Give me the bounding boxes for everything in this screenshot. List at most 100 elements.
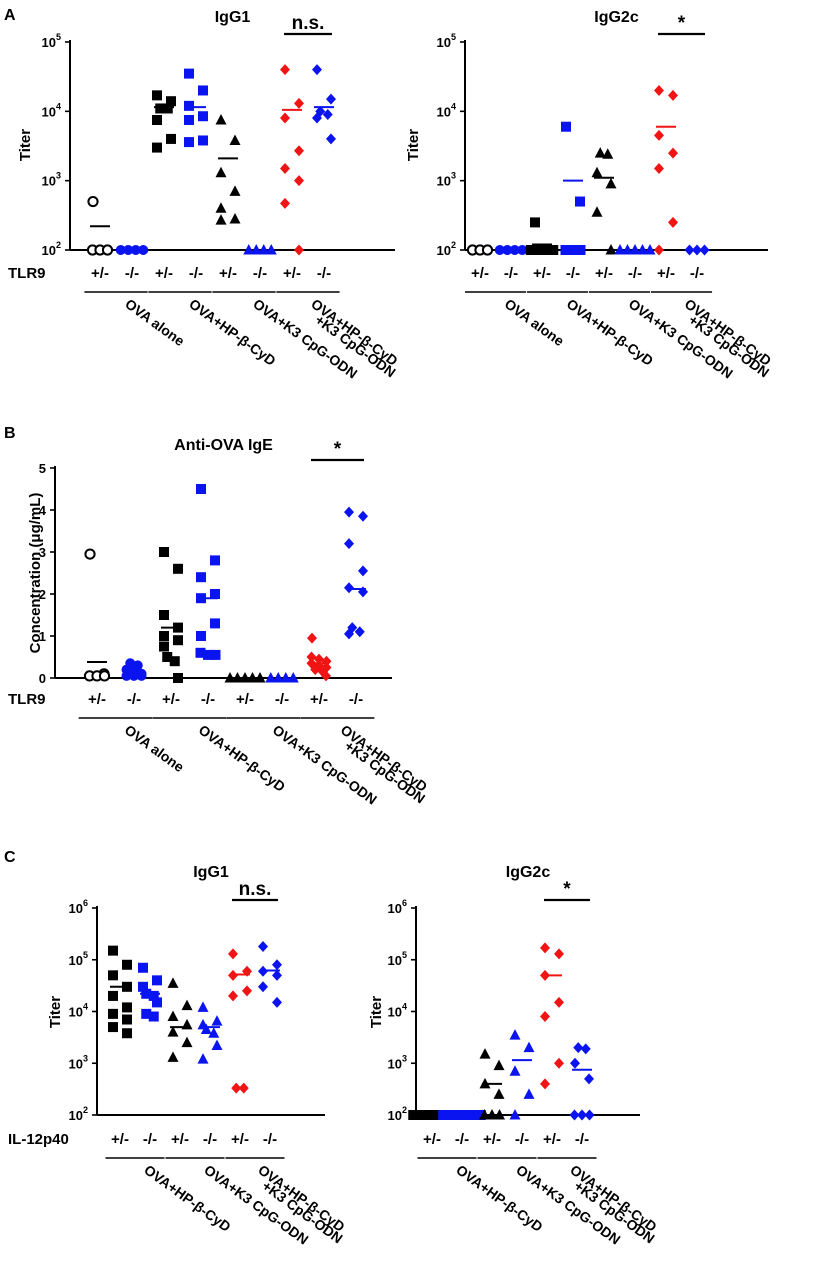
genotype-label: +/- [88, 691, 106, 708]
data-point [479, 1048, 491, 1059]
data-point [502, 245, 513, 255]
y-tick-label: 105 [437, 32, 456, 50]
genotype-label: -/- [575, 1131, 589, 1148]
chart-title: IgG2c [506, 864, 551, 881]
genotype-label: -/- [275, 691, 289, 708]
y-axis-label: Titer [17, 129, 34, 161]
genotype-label: +/- [657, 265, 675, 282]
genotype-label: +/- [543, 1131, 561, 1148]
data-point [577, 1109, 587, 1121]
data-point [692, 244, 702, 256]
data-point [668, 147, 678, 159]
data-point [210, 618, 220, 629]
data-point [358, 565, 368, 577]
data-point [584, 1109, 595, 1121]
data-point [494, 1109, 505, 1120]
data-point [591, 166, 603, 178]
data-point [228, 948, 238, 960]
data-point [239, 672, 251, 683]
data-point [229, 185, 241, 196]
data-point [573, 1042, 584, 1054]
data-point [306, 651, 317, 663]
y-axis-label: Titer [405, 129, 422, 161]
data-point [354, 626, 365, 638]
y-tick-label: 105 [42, 32, 61, 50]
y-tick-label: 104 [42, 101, 61, 119]
data-point [162, 103, 173, 114]
data-point [486, 1109, 498, 1120]
genotype-label: +/- [91, 265, 109, 282]
data-point [509, 1029, 521, 1040]
data-point [307, 632, 317, 644]
data-point [159, 547, 169, 557]
data-point [654, 84, 664, 96]
chart-b-ige: Anti-OVA IgE Concentration (μg/mL) 0 1 2 3 4 5 T… [8, 437, 430, 808]
data-point [530, 217, 540, 228]
y-tick-label: 102 [388, 1105, 407, 1123]
data-point [123, 245, 134, 255]
data-point [554, 948, 564, 960]
data-point [591, 206, 603, 217]
data-point [654, 244, 664, 256]
data-point [173, 673, 183, 683]
significance-label: n.s. [239, 879, 272, 900]
data-point [554, 996, 564, 1008]
data-point [265, 244, 277, 255]
data-point [280, 64, 290, 76]
data-point [229, 212, 241, 224]
data-point [272, 959, 282, 971]
genotype-label: +/- [111, 1131, 129, 1148]
genotype-label: +/- [231, 1131, 249, 1148]
data-point [258, 981, 268, 993]
data-point [159, 610, 169, 620]
data-point [280, 162, 290, 174]
data-point [181, 999, 193, 1011]
chart-c-igg2c: IgG2c Titer 102 103 104 105 106 +/- -/- +/- -/- +/-… [368, 864, 660, 1248]
data-point [540, 942, 550, 954]
data-point [445, 1110, 456, 1120]
data-point [438, 1110, 449, 1120]
significance-label: * [678, 13, 686, 34]
data-point [210, 649, 221, 660]
data-point [228, 990, 238, 1002]
data-point [326, 133, 336, 145]
y-tick-label: 103 [42, 171, 61, 189]
data-point [108, 1008, 118, 1019]
data-point [629, 244, 641, 255]
data-point [152, 114, 162, 125]
data-point [184, 68, 194, 79]
y-tick-label: 102 [42, 240, 61, 258]
data-point [167, 1051, 179, 1062]
data-point [614, 244, 626, 255]
chart-title: IgG2c [594, 9, 639, 26]
data-point [98, 670, 111, 682]
data-point [575, 245, 586, 255]
data-point [294, 145, 304, 157]
genotype-label: -/- [317, 265, 331, 282]
data-point [195, 647, 206, 658]
data-point [231, 1082, 242, 1094]
row-label: IL-12p40 [8, 1131, 69, 1148]
data-point [280, 112, 290, 124]
data-point [138, 962, 148, 973]
data-point [108, 1022, 118, 1033]
y-tick-label: 106 [388, 898, 407, 916]
data-point [159, 631, 169, 641]
data-point [115, 245, 126, 255]
genotype-label: +/- [483, 1131, 501, 1148]
genotype-label: +/- [155, 265, 173, 282]
data-point [509, 245, 520, 255]
y-tick-label: 103 [437, 171, 456, 189]
chart-title: IgG1 [193, 864, 229, 881]
y-tick-label: 5 [39, 461, 46, 476]
data-point [668, 216, 678, 228]
data-point [605, 177, 617, 189]
y-axis-label: Titer [47, 996, 64, 1028]
data-point [254, 672, 266, 683]
data-point [208, 1027, 220, 1038]
data-point [167, 977, 179, 988]
data-point [654, 129, 664, 141]
data-point [210, 555, 220, 566]
y-tick-label: 104 [69, 1002, 88, 1020]
data-point [162, 652, 173, 662]
